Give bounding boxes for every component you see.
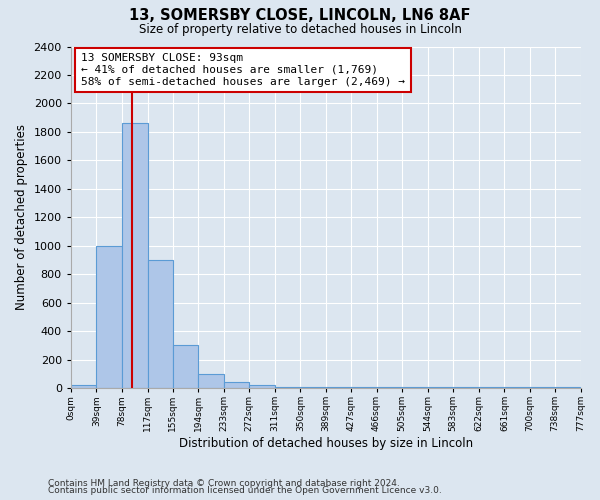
Bar [249, 386, 275, 388]
Bar [173, 346, 198, 388]
Bar [198, 374, 224, 388]
X-axis label: Distribution of detached houses by size in Lincoln: Distribution of detached houses by size … [179, 437, 473, 450]
Bar [97, 246, 122, 388]
Text: 13, SOMERSBY CLOSE, LINCOLN, LN6 8AF: 13, SOMERSBY CLOSE, LINCOLN, LN6 8AF [129, 8, 471, 22]
Y-axis label: Number of detached properties: Number of detached properties [15, 124, 28, 310]
Bar [224, 382, 249, 388]
Bar [122, 124, 148, 388]
Text: Contains HM Land Registry data © Crown copyright and database right 2024.: Contains HM Land Registry data © Crown c… [48, 478, 400, 488]
Text: Contains public sector information licensed under the Open Government Licence v3: Contains public sector information licen… [48, 486, 442, 495]
Text: 13 SOMERSBY CLOSE: 93sqm
← 41% of detached houses are smaller (1,769)
58% of sem: 13 SOMERSBY CLOSE: 93sqm ← 41% of detach… [81, 54, 405, 86]
Text: Size of property relative to detached houses in Lincoln: Size of property relative to detached ho… [139, 22, 461, 36]
Bar [148, 260, 173, 388]
Bar [71, 386, 97, 388]
